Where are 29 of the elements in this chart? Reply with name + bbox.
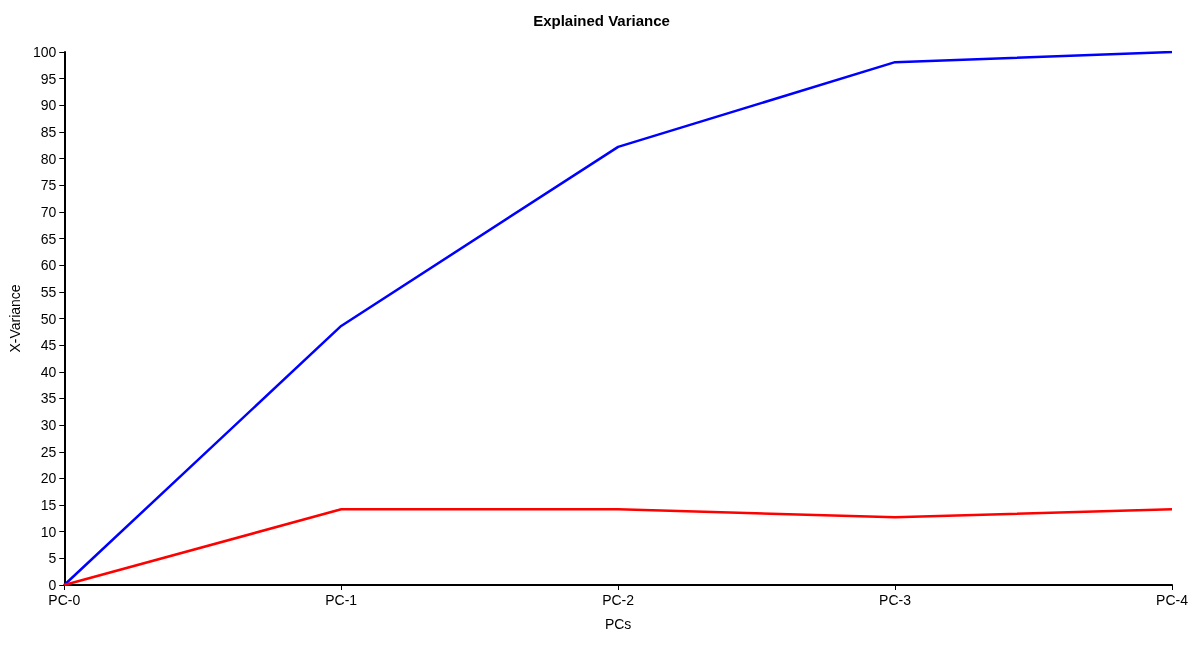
x-axis-title: PCs <box>604 616 632 632</box>
y-tick-label: 80 <box>40 150 57 167</box>
x-tick-label: PC-4 <box>1156 592 1189 608</box>
y-tick-label: 10 <box>40 523 57 540</box>
y-tick-label: 30 <box>40 417 57 434</box>
y-tick-label: 70 <box>40 203 57 220</box>
y-tick-label: 95 <box>40 70 57 87</box>
y-tick-label: 90 <box>40 97 57 114</box>
chart-title: Explained Variance <box>533 12 670 29</box>
y-tick-label: 45 <box>40 337 57 354</box>
y-tick-label: 35 <box>40 390 57 407</box>
y-axis-title: X-Variance <box>7 284 23 353</box>
x-tick-label: PC-3 <box>879 592 912 608</box>
y-tick-label: 100 <box>32 44 57 60</box>
y-tick-label: 85 <box>40 123 57 140</box>
y-tick-label: 20 <box>40 470 57 487</box>
y-tick-label: 40 <box>40 363 57 380</box>
y-tick-label: 60 <box>40 257 57 274</box>
y-tick-label: 55 <box>40 283 57 300</box>
x-tick-label: PC-2 <box>602 592 635 608</box>
y-tick-label: 65 <box>40 230 57 247</box>
x-tick-label: PC-1 <box>325 592 358 608</box>
y-tick-label: 15 <box>40 497 57 514</box>
x-tick-label: PC-0 <box>48 592 81 608</box>
y-tick-label: 50 <box>40 310 57 327</box>
y-tick-label: 5 <box>48 550 57 567</box>
y-tick-label: 75 <box>40 177 57 194</box>
y-tick-label: 0 <box>48 577 57 593</box>
y-tick-label: 25 <box>40 443 57 460</box>
